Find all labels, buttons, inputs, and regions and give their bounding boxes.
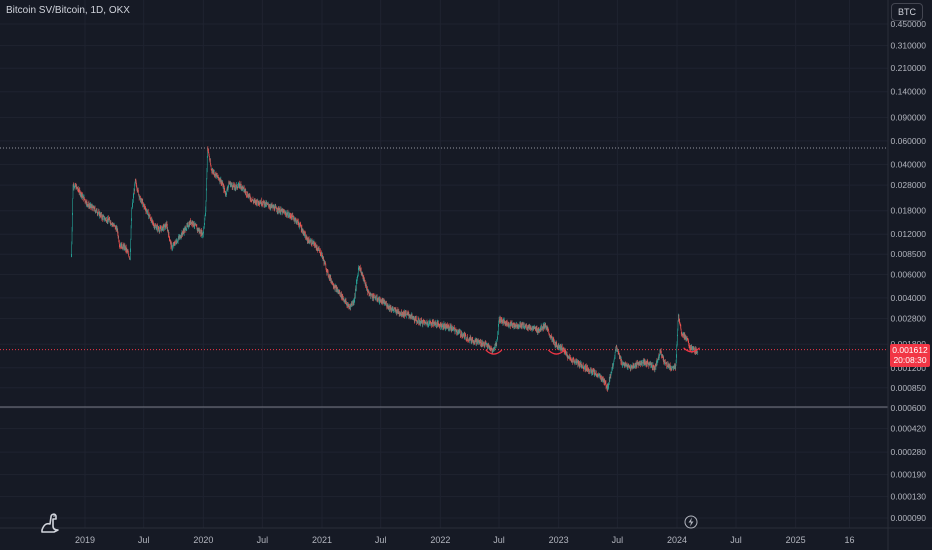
x-tick-label: Jul [730, 535, 742, 545]
x-tick-label: 2024 [667, 535, 687, 545]
annotation-arc [485, 349, 503, 355]
y-tick-label: 0.000190 [891, 470, 927, 480]
y-tick-label: 0.008500 [891, 249, 927, 259]
tradingview-dino-icon[interactable] [38, 510, 62, 534]
y-tick-label: 0.000130 [891, 492, 927, 502]
annotation-arc [683, 347, 701, 353]
y-tick-label: 0.000420 [891, 424, 927, 434]
y-tick-label: 0.004000 [891, 293, 927, 303]
chart-title: Bitcoin SV/Bitcoin, 1D, OKX [6, 5, 130, 16]
bar-countdown: 20:08:30 [893, 355, 927, 365]
current-price-value: 0.001612 [892, 345, 928, 355]
price-axis[interactable]: 0.450000 0.310000 0.210000 0.140000 0.090000… [887, 0, 927, 550]
y-tick-label: 0.012000 [891, 229, 927, 239]
y-tick-label: 0.060000 [891, 136, 927, 146]
y-tick-label: 0.040000 [891, 159, 927, 169]
y-tick-label: 0.310000 [891, 41, 927, 51]
lightning-event-icon[interactable] [684, 515, 698, 529]
x-tick-label: 2022 [430, 535, 450, 545]
x-tick-label: Jul [375, 535, 387, 545]
currency-button[interactable]: BTC [891, 3, 923, 21]
x-tick-label: 16 [844, 535, 854, 545]
y-tick-label: 0.001200 [891, 363, 927, 373]
annotation-arc [547, 349, 565, 355]
y-tick-label: 0.000850 [891, 383, 927, 393]
y-tick-label: 0.000280 [891, 447, 927, 457]
y-tick-label: 0.002800 [891, 314, 927, 324]
x-tick-label: Jul [257, 535, 269, 545]
y-tick-label: 0.450000 [891, 19, 927, 29]
x-tick-label: Jul [612, 535, 624, 545]
grid-lines [0, 0, 888, 528]
y-tick-label: 0.000090 [891, 513, 927, 523]
y-tick-label: 0.090000 [891, 112, 927, 122]
x-tick-label: 2023 [549, 535, 569, 545]
x-tick-label: 2020 [193, 535, 213, 545]
y-tick-label: 0.000600 [891, 403, 927, 413]
annotations [485, 347, 701, 355]
y-tick-label: 0.018000 [891, 206, 927, 216]
candles [71, 146, 699, 392]
x-tick-label: Jul [493, 535, 505, 545]
x-tick-label: Jul [138, 535, 150, 545]
time-axis[interactable]: 2019 Jul 2020 Jul 2021 Jul 2022 Jul 2023 Jul 2024 J… [0, 527, 932, 545]
y-tick-label: 0.006000 [891, 269, 927, 279]
y-tick-label: 0.028000 [891, 180, 927, 190]
x-tick-label: 2021 [312, 535, 332, 545]
y-tick-label: 0.210000 [891, 63, 927, 73]
y-tick-label: 0.140000 [891, 87, 927, 97]
current-price-tag: 0.001612 20:08:30 [890, 344, 930, 367]
x-tick-label: 2025 [786, 535, 806, 545]
horizontal-lines [0, 147, 888, 408]
x-tick-label: 2019 [75, 535, 95, 545]
